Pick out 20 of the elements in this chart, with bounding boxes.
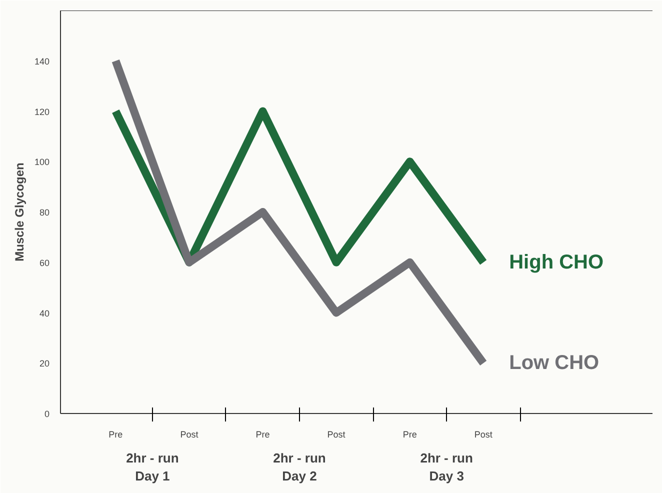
y-tick-label: 20 bbox=[39, 358, 50, 369]
y-tick-label: 0 bbox=[44, 409, 50, 419]
y-tick-label: 140 bbox=[34, 56, 50, 66]
x-tick-label: Post bbox=[474, 430, 493, 440]
y-axis-title: Muscle Glycogen bbox=[12, 162, 26, 262]
y-tick-label: 60 bbox=[39, 258, 50, 268]
y-tick-label: 100 bbox=[34, 157, 50, 168]
y-tick-label: 40 bbox=[39, 308, 50, 318]
x-tick-label: Pre bbox=[402, 430, 417, 440]
x-tick-label: Post bbox=[180, 430, 199, 440]
x-tick-label: Post bbox=[327, 430, 346, 440]
text: 2hr - run Day 3 bbox=[420, 450, 474, 484]
text: 2hr - run Day 1 bbox=[126, 450, 179, 484]
series-label: High CHO bbox=[509, 251, 604, 274]
y-tick-label: 80 bbox=[39, 208, 50, 218]
x-tick-label: Pre bbox=[256, 430, 270, 440]
series-label: Low CHO bbox=[509, 352, 600, 374]
text: 2hr - run Day 2 bbox=[273, 450, 326, 484]
y-tick-label: 120 bbox=[34, 106, 50, 117]
x-tick-label: Pre bbox=[108, 430, 123, 440]
